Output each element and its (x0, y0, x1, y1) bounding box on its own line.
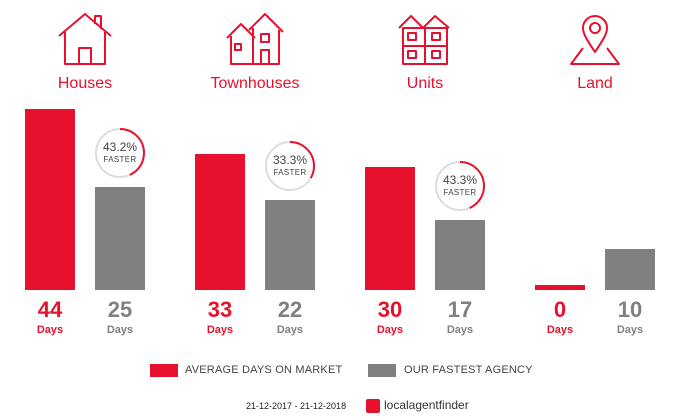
brand-logo-icon (366, 399, 380, 413)
land-icon (570, 15, 620, 65)
faster-label: FASTER (103, 155, 137, 165)
faster-progress-ring (95, 128, 145, 179)
bar-value-label: 33 (207, 297, 233, 322)
house-icon (58, 13, 112, 65)
bar-value-label: 30 (377, 297, 403, 322)
bar-unit-label: Days (276, 324, 304, 336)
category-label: Townhouses (210, 75, 300, 92)
bar-value-label: 22 (277, 297, 303, 322)
faster-badge: 33.3% FASTER (264, 140, 316, 192)
bar-fastest-agency (265, 199, 315, 290)
legend-swatch (368, 364, 396, 377)
category-label: Units (406, 75, 444, 92)
legend-label: OUR FASTEST AGENCY (404, 364, 533, 376)
bar-value-label: 0 (553, 297, 567, 322)
bar-average-days (25, 109, 75, 290)
faster-percent: 33.3% (272, 152, 308, 167)
bar-unit-label: Days (446, 324, 474, 336)
brand-name: localagentfinder (384, 398, 469, 412)
bar-unit-label: Days (616, 324, 644, 336)
bar-average-days (365, 166, 415, 290)
legend-swatch (150, 364, 178, 377)
bar-average-days (195, 154, 245, 290)
faster-badge: 43.2% FASTER (94, 127, 146, 179)
units-icon (398, 15, 450, 65)
legend-label: AVERAGE DAYS ON MARKET (185, 364, 343, 376)
category-label: Houses (57, 75, 113, 92)
bar-value-label: 44 (37, 297, 63, 322)
bar-average-days (535, 285, 585, 290)
faster-progress-ring (265, 140, 315, 191)
bar-unit-label: Days (376, 324, 404, 336)
date-range: 21-12-2017 - 21-12-2018 (246, 401, 347, 411)
faster-badge: 43.3% FASTER (434, 160, 486, 212)
bar-value-label: 10 (617, 297, 643, 322)
bar-fastest-agency (95, 187, 145, 290)
bar-unit-label: Days (546, 324, 574, 336)
bar-value-label: 25 (107, 297, 133, 322)
faster-percent: 43.3% (442, 173, 478, 188)
faster-label: FASTER (273, 167, 307, 177)
bar-unit-label: Days (36, 324, 64, 336)
bar-value-label: 17 (447, 297, 473, 322)
bar-unit-label: Days (206, 324, 234, 336)
bar-fastest-agency (605, 248, 655, 290)
faster-percent: 43.2% (102, 140, 138, 155)
townhouse-icon (226, 13, 284, 65)
faster-label: FASTER (443, 188, 477, 198)
faster-progress-ring (435, 161, 485, 212)
bar-unit-label: Days (106, 324, 134, 336)
bar-fastest-agency (435, 220, 485, 290)
category-label: Land (577, 75, 613, 92)
